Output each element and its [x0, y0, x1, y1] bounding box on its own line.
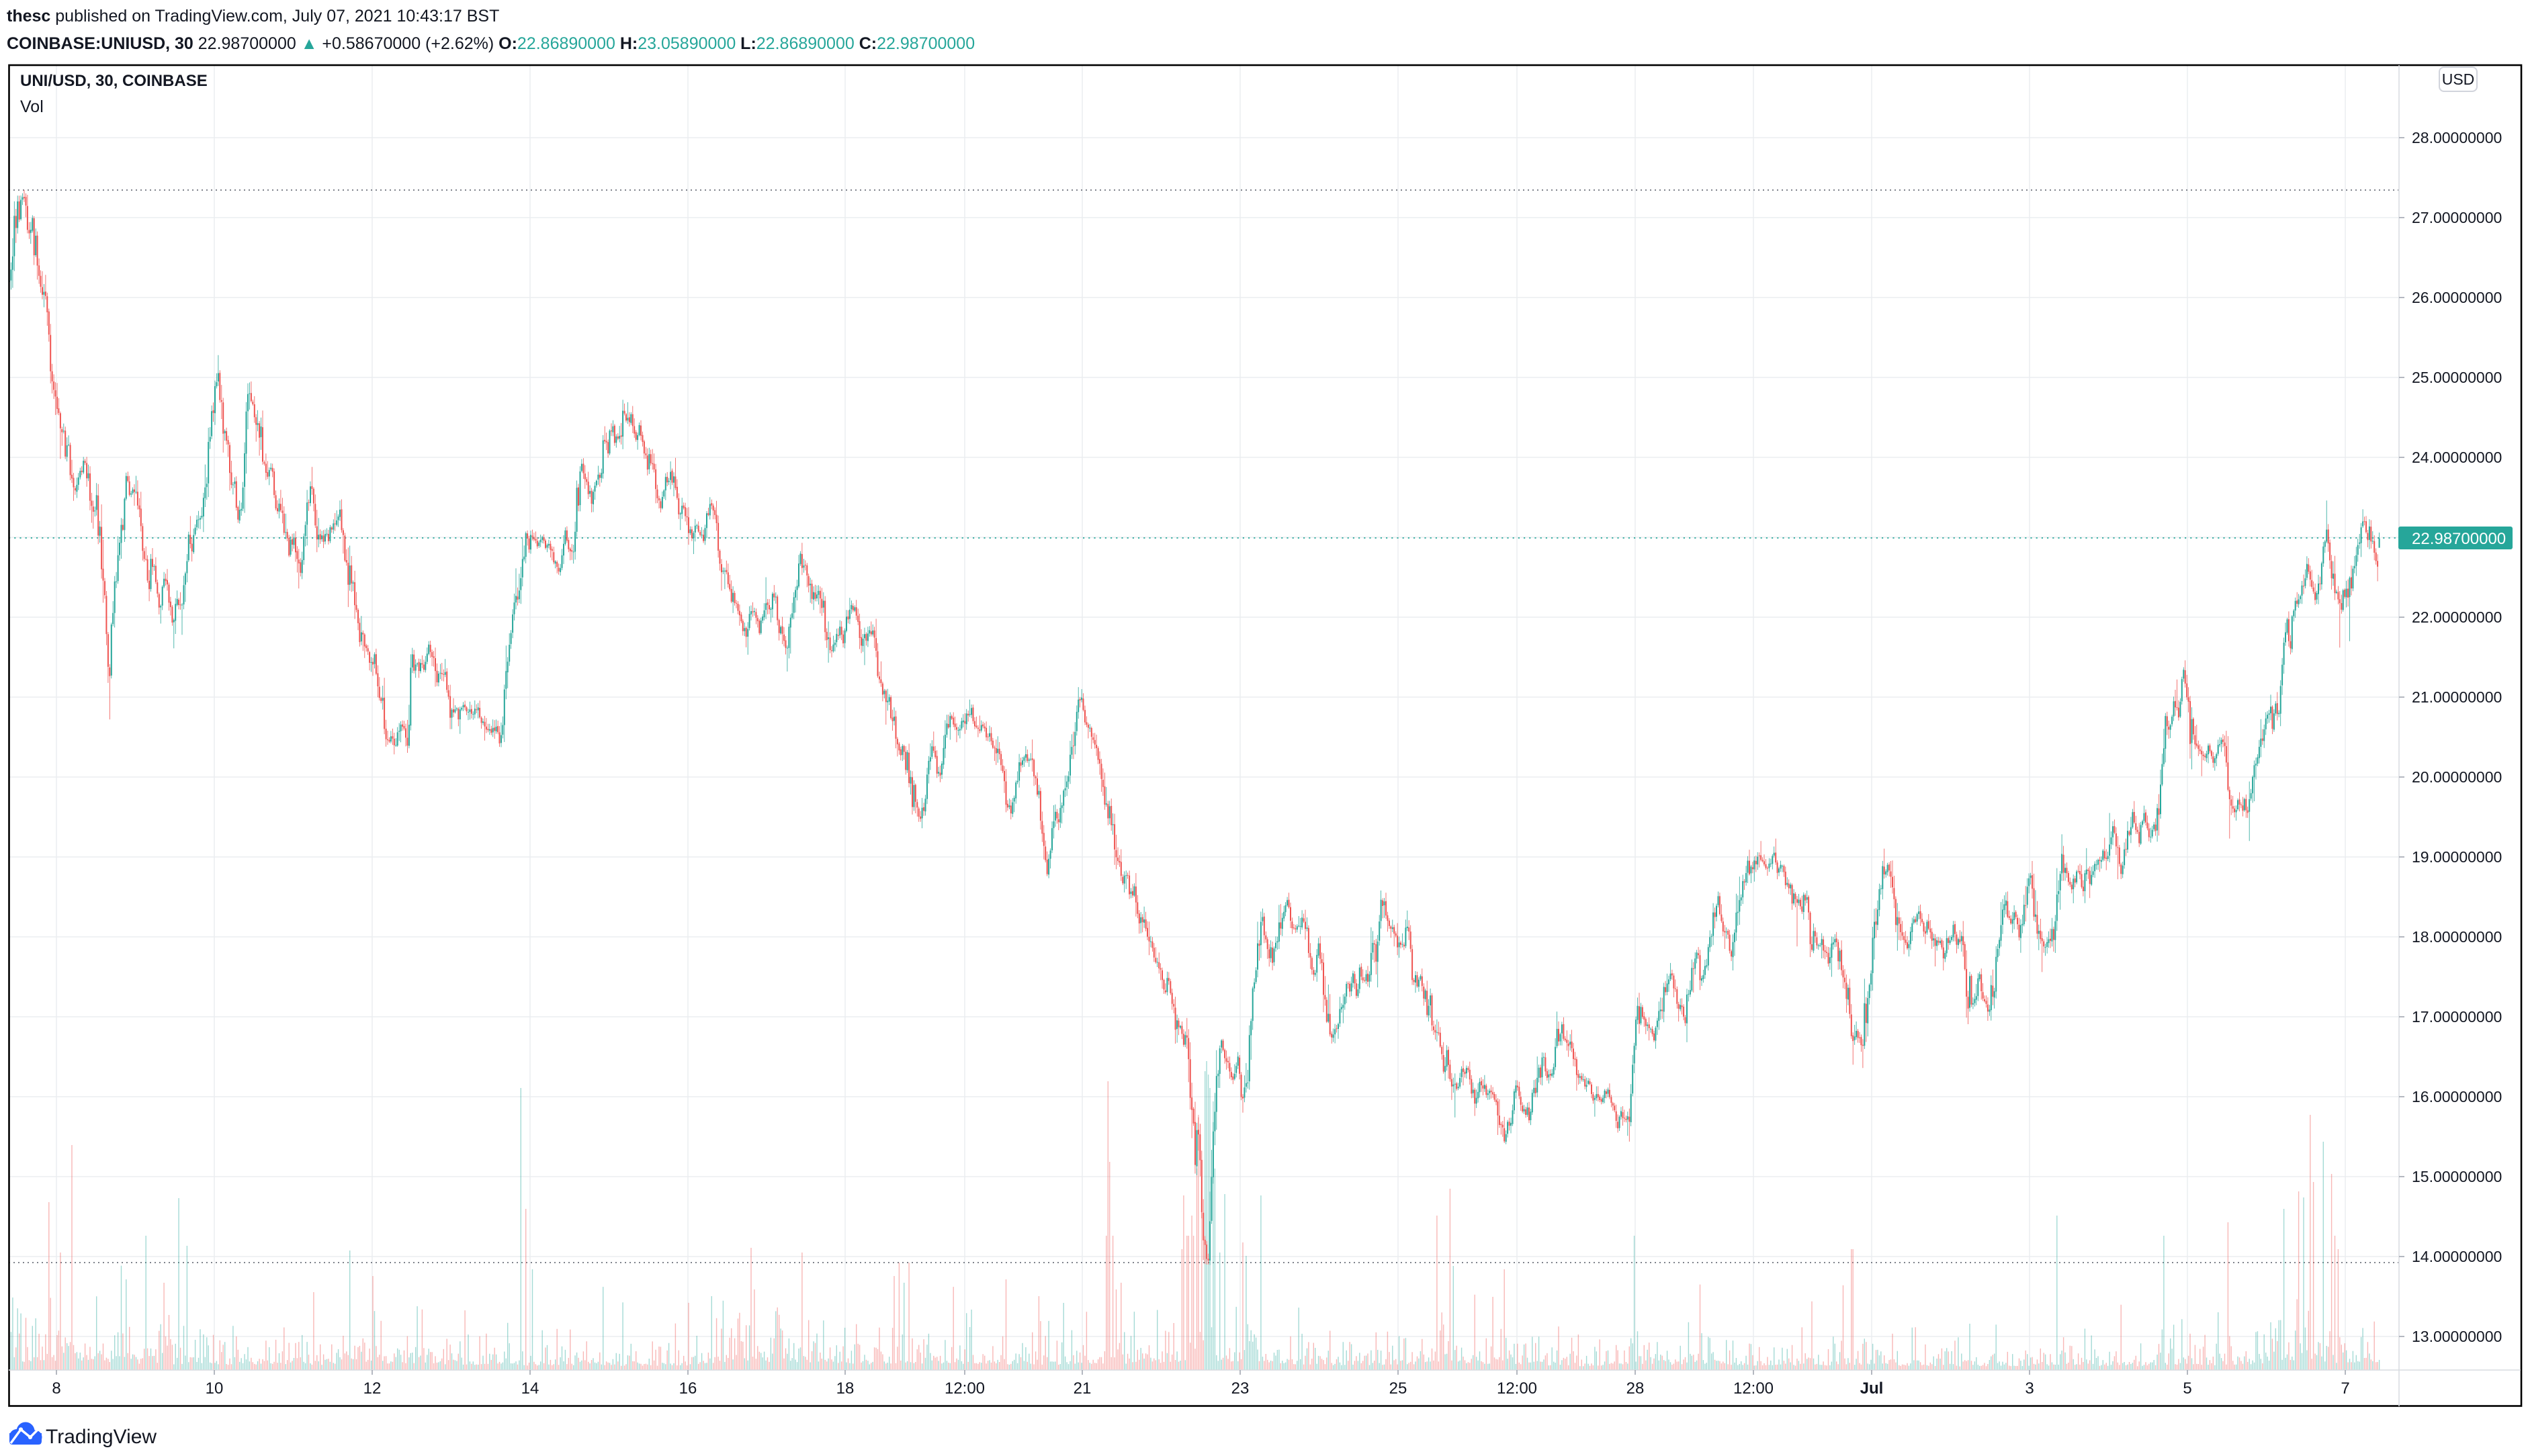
svg-text:12:00: 12:00 — [1497, 1379, 1537, 1398]
svg-text:28: 28 — [1626, 1379, 1645, 1398]
svg-text:Vol: Vol — [20, 97, 44, 116]
svg-text:12: 12 — [363, 1379, 382, 1398]
svg-text:7: 7 — [2341, 1379, 2349, 1398]
svg-text:8: 8 — [52, 1379, 60, 1398]
svg-text:5: 5 — [2183, 1379, 2191, 1398]
svg-text:19.00000000: 19.00000000 — [2412, 848, 2502, 866]
svg-text:12:00: 12:00 — [1733, 1379, 1774, 1398]
svg-text:28.00000000: 28.00000000 — [2412, 129, 2502, 146]
svg-text:USD: USD — [2442, 71, 2475, 88]
svg-text:thesc published on TradingView: thesc published on TradingView.com, July… — [7, 7, 499, 26]
svg-text:15.00000000: 15.00000000 — [2412, 1168, 2502, 1185]
svg-text:16.00000000: 16.00000000 — [2412, 1088, 2502, 1105]
svg-text:COINBASE:UNIUSD, 30 22.9870000: COINBASE:UNIUSD, 30 22.98700000 ▲ +0.586… — [7, 34, 975, 53]
svg-text:21: 21 — [1074, 1379, 1092, 1398]
svg-text:25.00000000: 25.00000000 — [2412, 369, 2502, 386]
svg-text:22.00000000: 22.00000000 — [2412, 608, 2502, 626]
svg-text:13.00000000: 13.00000000 — [2412, 1328, 2502, 1345]
svg-text:22.98700000: 22.98700000 — [2412, 530, 2506, 548]
svg-text:14: 14 — [521, 1379, 539, 1398]
svg-text:26.00000000: 26.00000000 — [2412, 289, 2502, 306]
svg-text:18: 18 — [836, 1379, 855, 1398]
svg-text:14.00000000: 14.00000000 — [2412, 1248, 2502, 1265]
svg-text:12:00: 12:00 — [945, 1379, 985, 1398]
svg-text:20.00000000: 20.00000000 — [2412, 768, 2502, 786]
svg-text:3: 3 — [2025, 1379, 2034, 1398]
svg-text:25: 25 — [1389, 1379, 1407, 1398]
svg-text:24.00000000: 24.00000000 — [2412, 449, 2502, 466]
svg-text:27.00000000: 27.00000000 — [2412, 209, 2502, 226]
svg-text:UNI/USD, 30, COINBASE: UNI/USD, 30, COINBASE — [20, 72, 208, 90]
svg-text:18.00000000: 18.00000000 — [2412, 928, 2502, 946]
svg-text:Jul: Jul — [1860, 1379, 1884, 1398]
svg-text:10: 10 — [206, 1379, 224, 1398]
svg-text:21.00000000: 21.00000000 — [2412, 688, 2502, 706]
svg-text:17.00000000: 17.00000000 — [2412, 1008, 2502, 1026]
svg-text:16: 16 — [679, 1379, 697, 1398]
svg-text:23: 23 — [1231, 1379, 1250, 1398]
svg-text:TradingView: TradingView — [46, 1426, 157, 1448]
